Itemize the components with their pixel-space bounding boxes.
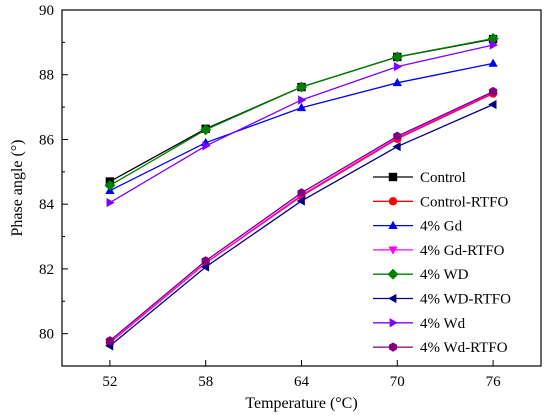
legend-marker [388, 220, 398, 229]
legend-marker [388, 246, 398, 255]
legend-marker [389, 318, 398, 328]
series-2 [105, 58, 498, 194]
data-point [392, 141, 401, 152]
data-point [104, 179, 116, 191]
legend-item: 4% Gd-RTFO [373, 243, 505, 259]
legend-item: 4% WD [373, 267, 469, 283]
data-point [393, 131, 402, 141]
legend-label: 4% Gd [420, 219, 463, 235]
data-point [488, 99, 497, 110]
legend-label: 4% Wd [420, 316, 466, 332]
legend-label: Control-RTFO [420, 194, 508, 210]
legend-item: 4% WD-RTFO [373, 292, 511, 308]
data-point [489, 40, 498, 50]
data-point [392, 77, 402, 87]
legend-item: 4% Gd [373, 219, 463, 235]
data-point [200, 124, 212, 136]
legend-marker [388, 293, 397, 304]
data-point [297, 188, 306, 198]
data-point [202, 141, 211, 151]
series-7 [105, 86, 498, 346]
x-tick-label: 70 [390, 374, 405, 390]
legend-label: 4% Wd-RTFO [420, 340, 508, 356]
data-point [391, 51, 403, 63]
series-line [109, 37, 494, 186]
legend-label: 4% WD [420, 267, 469, 283]
axis-ticks: 52 58 64 70 76 80 82 84 86 88 90 [39, 3, 501, 390]
legend: Control Control-RTFO 4% Gd 4% Gd-RTFO 4% WD 4… [373, 170, 511, 356]
x-tick-label: 64 [294, 374, 310, 390]
y-tick-label: 90 [39, 3, 54, 19]
y-tick-label: 84 [39, 197, 55, 213]
x-tick-label: 52 [102, 374, 117, 390]
data-point [489, 86, 498, 97]
legend-item: 4% Wd [373, 316, 466, 332]
y-tick-label: 80 [39, 327, 54, 343]
legend-label: 4% Gd-RTFO [420, 243, 505, 259]
series-group [104, 33, 499, 351]
data-point [106, 197, 115, 208]
y-tick-label: 82 [39, 262, 54, 278]
legend-label: Control [420, 170, 466, 186]
data-point [296, 81, 307, 93]
legend-marker [388, 172, 398, 182]
series-6 [106, 40, 498, 208]
y-axis-title: Phase angle (°) [9, 139, 26, 236]
data-point [296, 196, 305, 206]
x-tick-label: 76 [486, 374, 502, 390]
legend-marker [388, 197, 398, 206]
x-tick-label: 58 [198, 374, 213, 390]
data-point [296, 102, 307, 112]
y-tick-label: 88 [39, 68, 54, 84]
y-tick-label: 86 [39, 132, 55, 148]
legend-marker [387, 268, 399, 280]
data-point [298, 95, 307, 105]
legend-item: Control [373, 170, 466, 186]
legend-item: 4% Wd-RTFO [373, 340, 508, 356]
legend-marker [388, 342, 398, 352]
legend-label: 4% WD-RTFO [420, 292, 511, 308]
data-point [105, 336, 114, 346]
data-point [487, 33, 499, 44]
legend-item: Control-RTFO [373, 194, 508, 210]
data-point [393, 62, 403, 72]
series-4 [104, 33, 499, 191]
x-axis-title: Temperature (°C) [245, 395, 357, 412]
data-point [201, 256, 210, 266]
data-point [488, 58, 498, 67]
